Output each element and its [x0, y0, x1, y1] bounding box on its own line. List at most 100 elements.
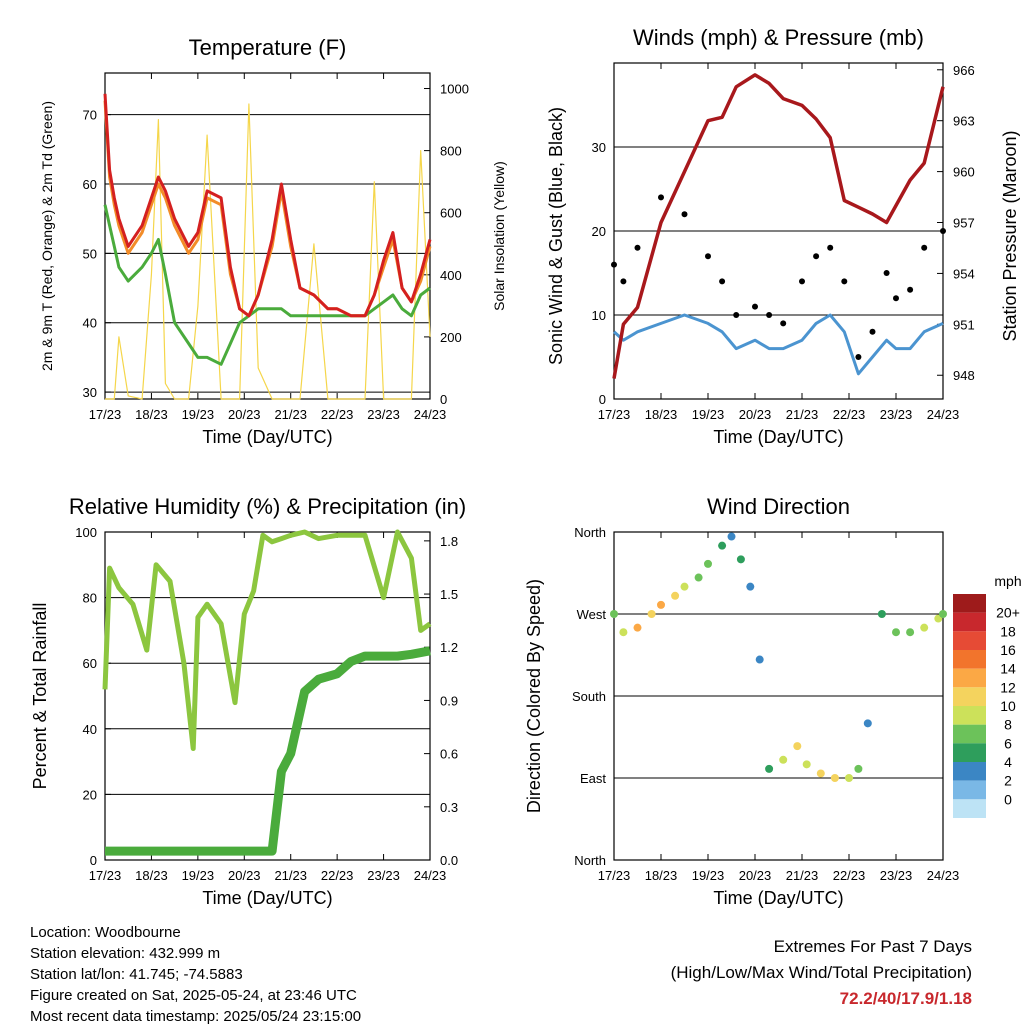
y-axis-label: Percent & Total Rainfall: [30, 603, 50, 790]
chart-title: Winds (mph) & Pressure (mb): [633, 25, 924, 50]
chart-title: Temperature (F): [189, 35, 347, 60]
temp-2m-line: [103, 93, 432, 318]
colorbar-swatch: [953, 762, 986, 781]
colorbar-swatch: [953, 799, 986, 818]
gust-point: [827, 244, 834, 251]
y-tick-label: West: [577, 607, 607, 622]
colorbar-swatch: [953, 724, 986, 744]
colorbar-label: 18: [1000, 623, 1016, 639]
colorbar-swatch: [953, 594, 986, 613]
x-axis-label: Time (Day/UTC): [202, 427, 332, 447]
dewpoint-line: [103, 204, 431, 366]
x-tick-label: 22/23: [833, 868, 866, 883]
colorbar-label: 2: [1004, 773, 1012, 789]
x-tick-label: 23/23: [880, 407, 913, 422]
pressure-line: [612, 73, 945, 379]
gust-point: [719, 278, 726, 285]
gust-point: [813, 253, 820, 260]
gust-point: [733, 312, 740, 318]
y-tick-label: 50: [83, 246, 97, 261]
colorbar-swatch: [953, 687, 986, 706]
gust-point: [681, 211, 688, 218]
x-tick-label: 23/23: [367, 407, 400, 422]
y-tick-label: 70: [83, 108, 97, 123]
colorbar-label: 12: [1000, 679, 1016, 695]
y-axis-label: 2m & 9m T (Red, Orange) & 2m Td (Green): [39, 101, 55, 371]
x-tick-label: 19/23: [692, 407, 725, 422]
direction-point: [892, 628, 900, 637]
gust-point: [921, 244, 928, 251]
direction-point: [802, 760, 811, 769]
direction-point: [619, 628, 628, 637]
colorbar-label: 4: [1004, 754, 1012, 770]
gust-point: [705, 253, 711, 260]
colorbar-label: 8: [1004, 717, 1012, 733]
colorbar-swatch: [953, 706, 986, 725]
x-tick-label: 18/23: [645, 868, 678, 883]
x-tick-label: 20/23: [228, 407, 261, 422]
direction-point: [830, 774, 839, 782]
plot-frame: [104, 72, 431, 400]
elevation-line: Station elevation: 432.999 m: [30, 945, 221, 962]
x-tick-label: 19/23: [692, 868, 725, 883]
timestamp-line: Most recent data timestamp: 2025/05/24 2…: [30, 1008, 362, 1025]
y2-axis-label: Station Pressure (Maroon): [1000, 130, 1020, 341]
y-tick-label: 30: [83, 385, 97, 400]
colorbar-swatch: [953, 668, 986, 688]
x-tick-label: 21/23: [274, 407, 307, 422]
y2-tick-label: 948: [953, 368, 975, 383]
x-tick-label: 20/23: [739, 407, 772, 422]
direction-point: [845, 774, 853, 782]
temp-9m-line: [103, 100, 432, 318]
colorbar-swatch: [953, 650, 986, 669]
x-tick-label: 20/23: [228, 868, 261, 883]
colorbar-swatch: [953, 631, 986, 650]
x-tick-label: 22/23: [321, 868, 354, 883]
y-tick-label: 40: [83, 316, 97, 331]
extremes-legend: (High/Low/Max Wind/Total Precipitation): [670, 963, 972, 982]
direction-point: [671, 591, 680, 600]
gust-point: [780, 320, 787, 327]
direction-point: [779, 755, 788, 764]
x-tick-label: 17/23: [89, 407, 122, 422]
station-info: Location: Woodbourne Station elevation: …: [30, 922, 361, 1027]
gust-point: [752, 303, 758, 310]
colorbar-title: mph: [994, 573, 1021, 589]
y2-tick-label: 966: [953, 63, 975, 78]
gust-point: [883, 270, 890, 276]
direction-point: [863, 719, 872, 728]
y-tick-label: 60: [83, 656, 97, 671]
direction-point: [746, 582, 755, 591]
colorbar-label: 10: [1000, 698, 1016, 714]
x-tick-label: 18/23: [135, 868, 168, 883]
direction-point: [633, 623, 642, 632]
y-tick-label: 0: [599, 392, 606, 407]
direction-point: [680, 582, 689, 591]
gust-point: [634, 244, 641, 251]
latlon-line: Station lat/lon: 41.745; -74.5883: [30, 966, 243, 983]
extremes-title: Extremes For Past 7 Days: [773, 937, 972, 956]
colorbar-swatch: [953, 743, 986, 762]
colorbar-label: 0: [1004, 791, 1012, 807]
y-tick-label: 60: [83, 177, 97, 192]
direction-point: [718, 541, 727, 550]
location-line: Location: Woodbourne: [30, 924, 181, 941]
rh-line: [102, 529, 432, 751]
gust-point: [620, 278, 627, 285]
direction-point: [939, 610, 947, 618]
y2-tick-label: 1.2: [440, 640, 458, 655]
colorbar-label: 14: [1000, 661, 1016, 677]
gust-point: [907, 286, 914, 293]
y2-axis-label: Solar Insolation (Yellow): [491, 161, 507, 311]
gust-point: [766, 312, 773, 318]
direction-point: [610, 610, 618, 618]
y-tick-label: North: [574, 525, 606, 540]
direction-point: [736, 555, 745, 564]
y2-tick-label: 400: [440, 268, 462, 283]
y-tick-label: South: [572, 689, 606, 704]
y-tick-label: 10: [592, 308, 606, 323]
x-tick-label: 22/23: [321, 407, 354, 422]
x-tick-label: 23/23: [880, 868, 913, 883]
extremes-values: 72.2/40/17.9/1.18: [839, 989, 972, 1008]
